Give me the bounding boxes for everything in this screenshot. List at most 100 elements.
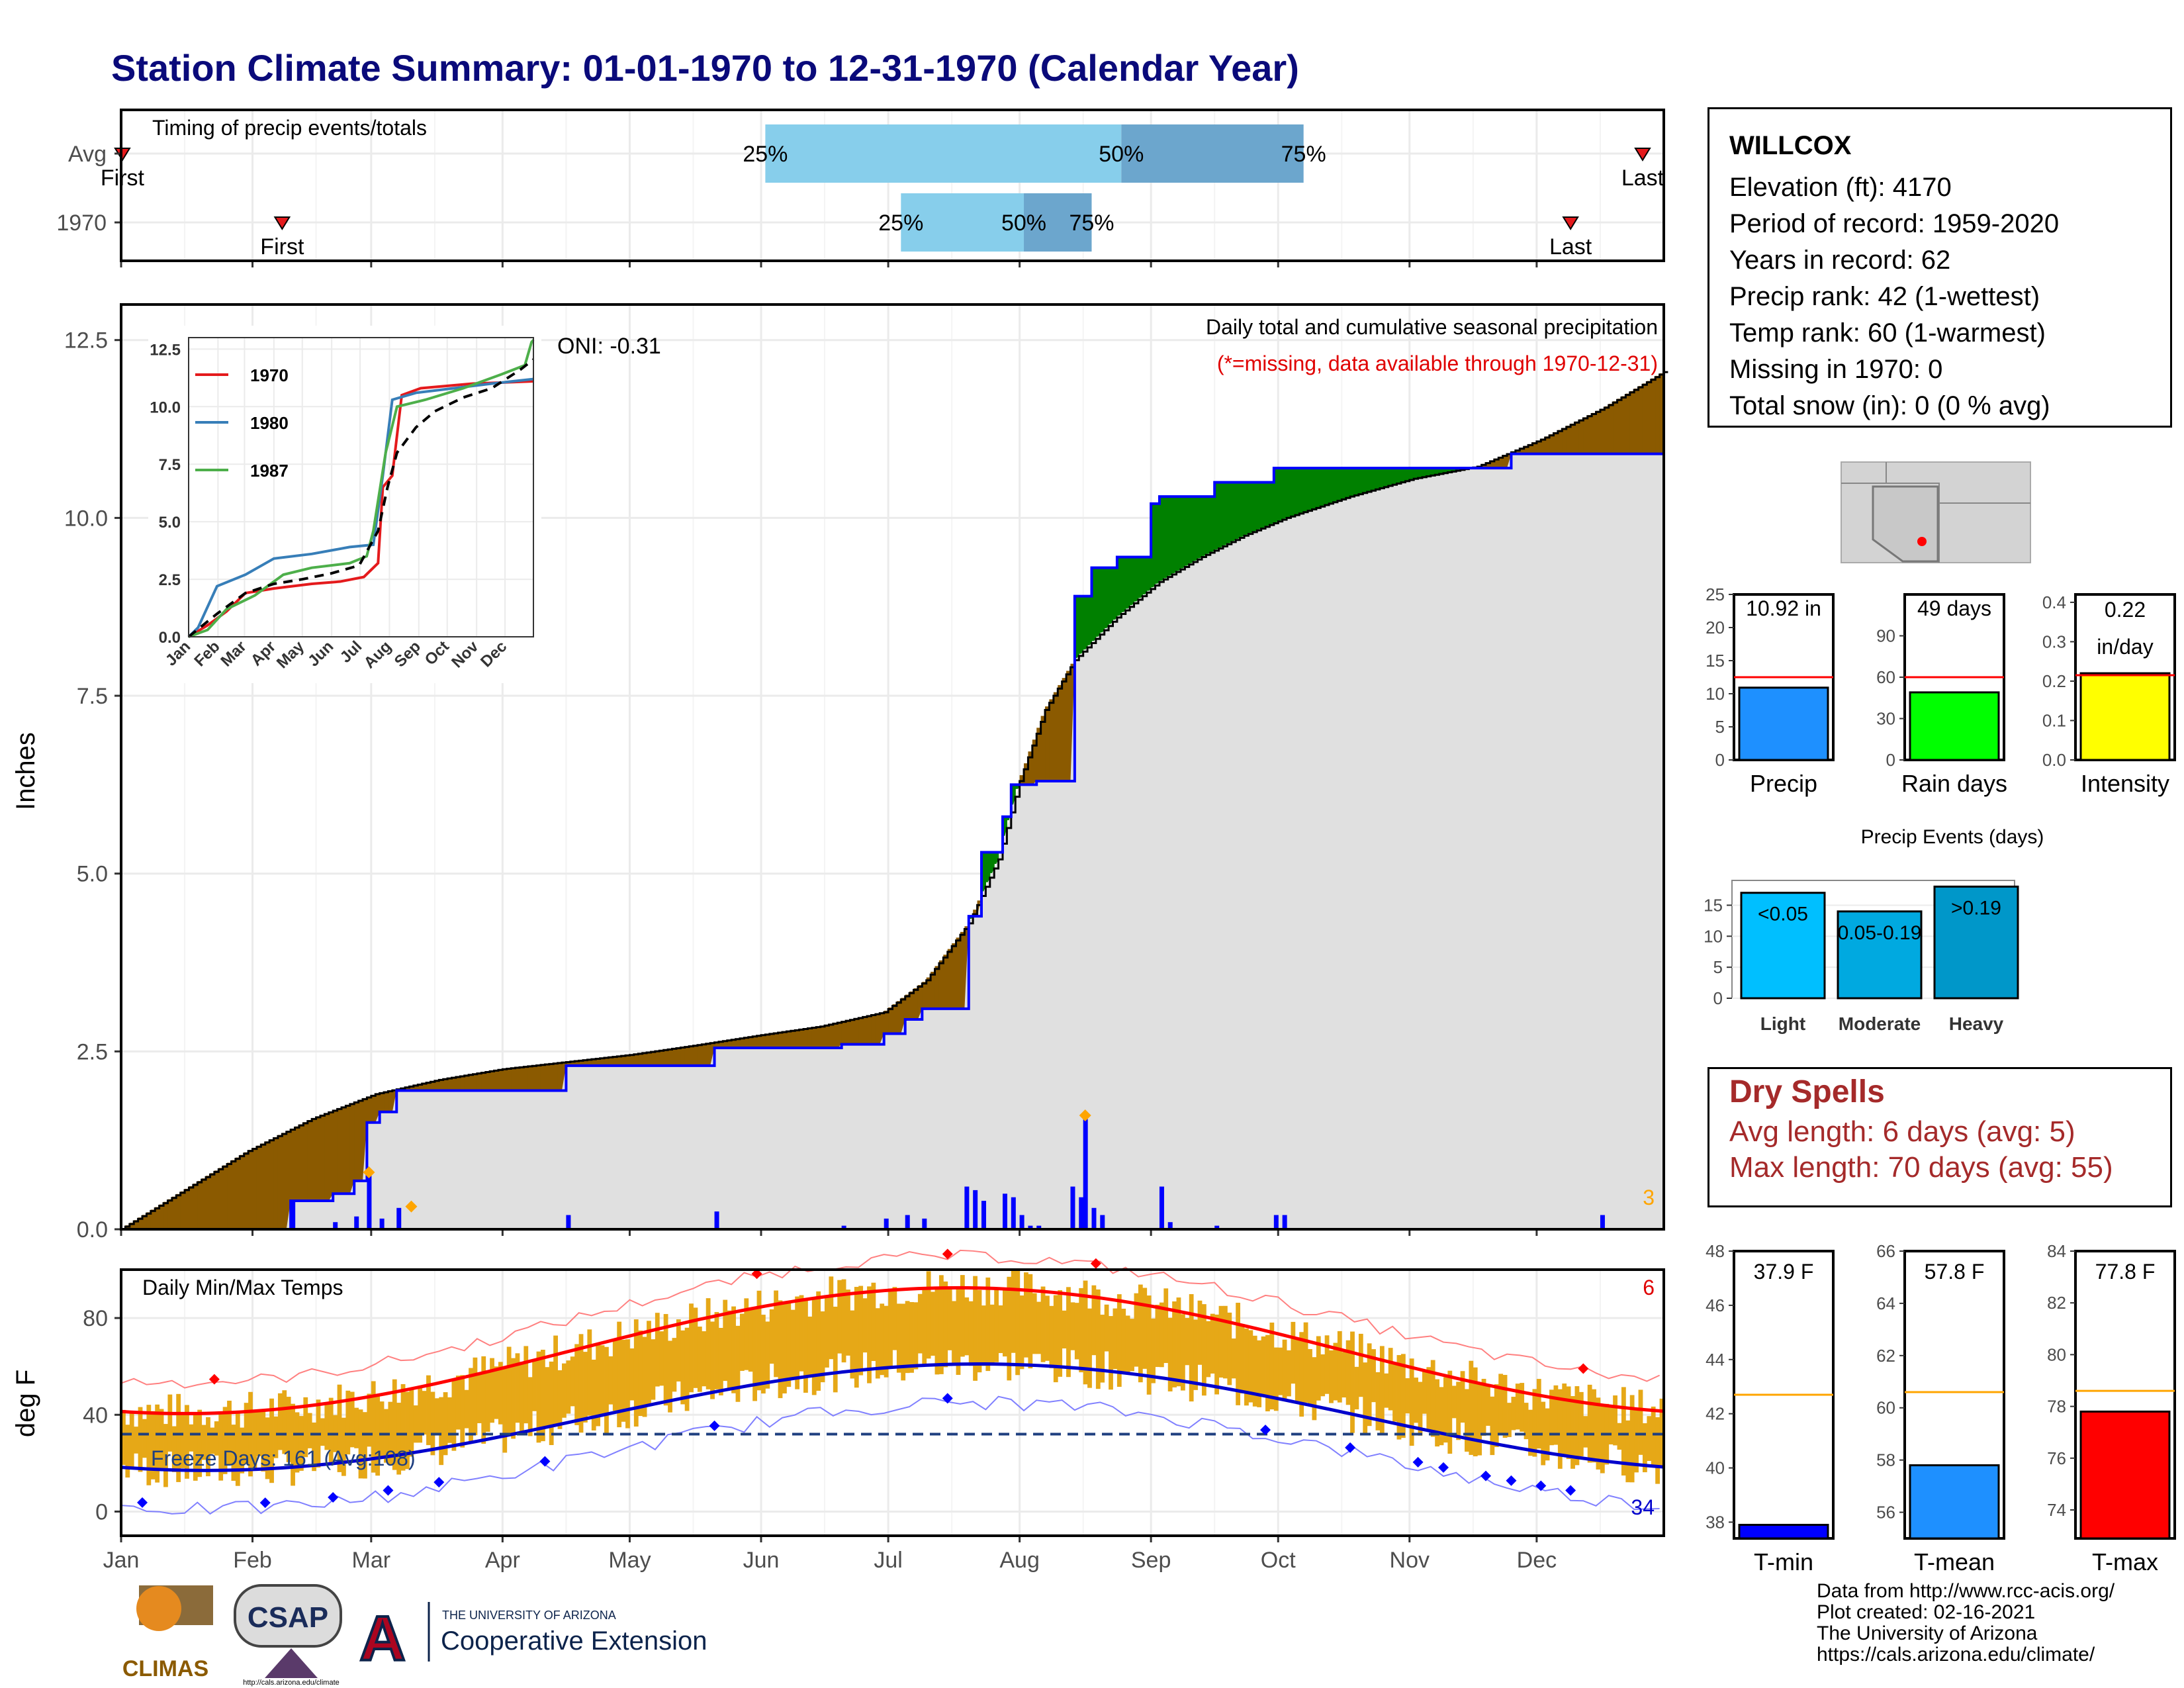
daily-temp-bar (968, 1301, 974, 1366)
below-normal-fill (150, 1209, 156, 1229)
daily-precip-bar (1214, 1225, 1220, 1229)
below-normal-fill (447, 1078, 453, 1091)
record-precip-marker (363, 1166, 375, 1179)
below-normal-fill (460, 1076, 465, 1091)
daily-temp-bar (388, 1401, 393, 1465)
below-normal-fill (180, 1191, 185, 1229)
daily-temp-bar (396, 1403, 402, 1475)
below-normal-fill (303, 1122, 308, 1201)
daily-temp-bar (1295, 1340, 1300, 1402)
below-normal-fill (146, 1212, 152, 1229)
daily-temp-bar (511, 1358, 516, 1439)
daily-precip-bar (333, 1222, 338, 1229)
daily-temp-bar (723, 1299, 728, 1382)
summary-bar (2079, 672, 2171, 761)
daily-temp-bar (1651, 1406, 1656, 1467)
events-tick-label: 0 (1713, 988, 1723, 1008)
above-normal-fill (1363, 468, 1368, 492)
record-low-marker (259, 1497, 271, 1509)
above-normal-fill (1299, 468, 1304, 513)
daily-temp-bar (570, 1356, 575, 1407)
above-normal-fill (1329, 468, 1334, 503)
timing-pct-label: 75% (1069, 211, 1114, 236)
daily-temp-bar (1248, 1330, 1253, 1403)
station-period: Period of record: 1959-2020 (1729, 209, 2060, 238)
daily-temp-bar (1214, 1314, 1219, 1395)
above-normal-fill (1400, 468, 1406, 482)
above-normal-fill (1354, 468, 1359, 495)
daily-temp-bar (1583, 1416, 1588, 1448)
daily-temp-bar (858, 1286, 864, 1376)
below-normal-fill (1062, 678, 1067, 781)
below-normal-fill (494, 1070, 499, 1091)
daily-temp-bar (469, 1368, 473, 1443)
daily-temp-bar (1320, 1354, 1326, 1397)
below-normal-fill (498, 1069, 503, 1091)
timing-pct-label: 50% (1001, 211, 1046, 236)
daily-temp-bar (1236, 1303, 1241, 1405)
max-missing-count: 6 (1643, 1276, 1655, 1299)
inset-y-tick-label: 0.0 (159, 629, 181, 647)
below-normal-fill (680, 1047, 686, 1066)
daily-temp-bar (490, 1358, 494, 1423)
below-normal-fill (1545, 436, 1550, 454)
daily-temp-bar (748, 1309, 753, 1372)
above-normal-fill (1342, 468, 1347, 499)
daily-temp-bar (1621, 1387, 1626, 1476)
daily-temp-bar (1486, 1385, 1490, 1426)
month-label: Jan (103, 1548, 140, 1573)
daily-temp-bar (1570, 1396, 1575, 1469)
below-normal-fill (307, 1120, 312, 1201)
daily-temp-bar (1109, 1316, 1113, 1390)
above-normal-fill (1142, 557, 1148, 594)
below-normal-fill (464, 1075, 469, 1091)
timing-row-label: 1970 (56, 211, 107, 236)
below-normal-fill (1578, 419, 1584, 454)
above-normal-fill (1172, 496, 1177, 573)
below-normal-fill (774, 1033, 779, 1048)
daily-temp-bar (1617, 1423, 1622, 1450)
above-normal-fill (1350, 468, 1355, 496)
below-normal-fill (1604, 406, 1610, 454)
below-normal-fill (621, 1055, 626, 1066)
daily-temp-bar (621, 1339, 626, 1422)
below-normal-fill (549, 1063, 554, 1091)
below-normal-fill (1053, 692, 1058, 781)
temp-y-axis-title: deg F (11, 1370, 40, 1437)
above-normal-fill (1095, 567, 1101, 637)
daily-temp-bar (850, 1310, 855, 1379)
below-normal-fill (752, 1036, 758, 1048)
below-normal-fill (647, 1052, 652, 1066)
below-normal-fill (1617, 399, 1622, 454)
below-normal-fill (523, 1066, 529, 1091)
above-normal-fill (1308, 468, 1313, 510)
daily-precip-bar (396, 1207, 402, 1229)
above-normal-fill (1291, 468, 1296, 516)
daily-temp-bar (875, 1308, 880, 1379)
precip-y-tick-label: 10.0 (64, 506, 108, 531)
below-normal-fill (1642, 383, 1647, 454)
daily-temp-bar (1388, 1348, 1393, 1411)
daily-temp-bar (1430, 1360, 1435, 1437)
below-normal-fill (1574, 421, 1580, 454)
above-normal-fill (1087, 596, 1093, 645)
below-normal-fill (349, 1103, 355, 1194)
above-normal-fill (1011, 784, 1016, 805)
month-label: Apr (485, 1548, 520, 1573)
daily-temp-bar (1015, 1270, 1021, 1376)
daily-temp-bar (1549, 1389, 1554, 1446)
temp-summary-tick-label: 44 (1706, 1350, 1725, 1370)
daily-temp-bar (1265, 1335, 1270, 1412)
timing-last-label: Last (1549, 234, 1592, 259)
below-normal-fill (1583, 417, 1588, 454)
below-normal-fill (409, 1086, 414, 1091)
below-normal-fill (769, 1033, 774, 1048)
below-normal-fill (1036, 727, 1042, 781)
above-normal-fill (1155, 503, 1160, 584)
below-normal-fill (333, 1109, 338, 1194)
daily-temp-bar (1172, 1301, 1177, 1387)
normal-tmax-line (120, 1286, 1664, 1415)
above-normal-fill (1159, 496, 1164, 581)
below-normal-fill (235, 1157, 240, 1229)
